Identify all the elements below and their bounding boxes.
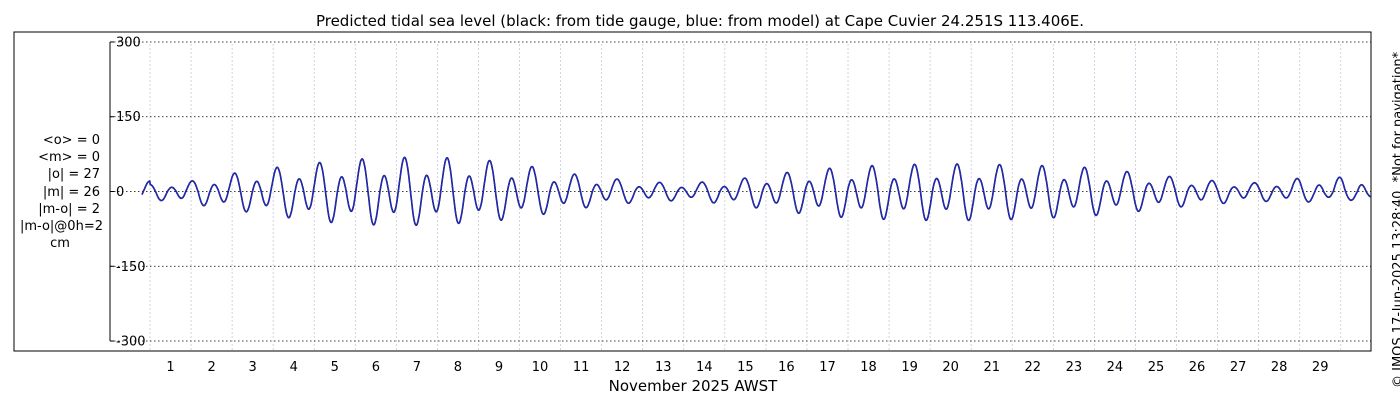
x-tick-label: 5 [331, 360, 339, 375]
x-tick-label: 2 [207, 360, 215, 375]
y-axis: 300 150 0 -150 -300 [109, 35, 146, 350]
x-tick-label: 25 [1148, 360, 1165, 375]
stat-abs-diff: |m-o| = 2 [38, 201, 100, 217]
stat-abs-diff-0h: |m-o|@0h=2 [20, 219, 103, 235]
x-tick-label: 3 [249, 360, 257, 375]
x-tick-label: 20 [942, 360, 959, 375]
stat-mean-model: <m> = 0 [38, 150, 100, 166]
y-tick-label: 300 [116, 35, 141, 50]
tide-series [141, 156, 1372, 226]
x-tick-label: 15 [737, 360, 754, 375]
credit-text: © IMOS 17-Jun-2025 13:28:40. *Not for na… [1391, 51, 1400, 388]
x-tick-label: 11 [573, 360, 590, 375]
x-tick-label: 22 [1025, 360, 1042, 375]
x-tick-label: 28 [1271, 360, 1288, 375]
y-tick-label: 150 [116, 110, 141, 125]
x-tick-label: 7 [413, 360, 421, 375]
stat-abs-model: |m| = 26 [42, 184, 100, 200]
x-tick-label: 16 [778, 360, 795, 375]
stat-abs-observed: |o| = 27 [47, 167, 100, 183]
x-tick-label: 27 [1230, 360, 1247, 375]
stat-unit: cm [50, 236, 70, 252]
x-axis-label: November 2025 AWST [609, 377, 779, 395]
x-tick-label: 29 [1312, 360, 1329, 375]
chart-title: Predicted tidal sea level (black: from t… [316, 12, 1084, 30]
x-tick-label: 17 [819, 360, 836, 375]
model-line [141, 156, 1372, 226]
x-tick-label: 8 [454, 360, 462, 375]
x-tick-label: 12 [614, 360, 631, 375]
stats-panel: <o> = 0 <m> = 0 |o| = 27 |m| = 26 |m-o| … [20, 132, 103, 252]
x-tick-label: 6 [372, 360, 380, 375]
x-tick-label: 13 [655, 360, 672, 375]
x-tick-label: 21 [983, 360, 1000, 375]
x-tick-label: 18 [860, 360, 877, 375]
stat-mean-observed: <o> = 0 [42, 133, 100, 148]
x-tick-label: 10 [532, 360, 549, 375]
y-tick-label: -300 [116, 335, 146, 350]
x-tick-label: 1 [166, 360, 174, 375]
y-tick-label: -150 [116, 260, 146, 275]
x-tick-label: 9 [495, 360, 503, 375]
x-axis: 1 2 3 4 5 6 7 8 9 10 11 12 13 14 15 16 17 18 19 20 21 22 23 24 2… [166, 360, 1328, 375]
x-tick-label: 24 [1107, 360, 1124, 375]
x-tick-label: 26 [1189, 360, 1206, 375]
x-tick-label: 4 [290, 360, 298, 375]
x-tick-label: 19 [901, 360, 918, 375]
x-tick-label: 14 [696, 360, 713, 375]
y-tick-label: 0 [116, 185, 124, 200]
x-tick-label: 23 [1066, 360, 1083, 375]
